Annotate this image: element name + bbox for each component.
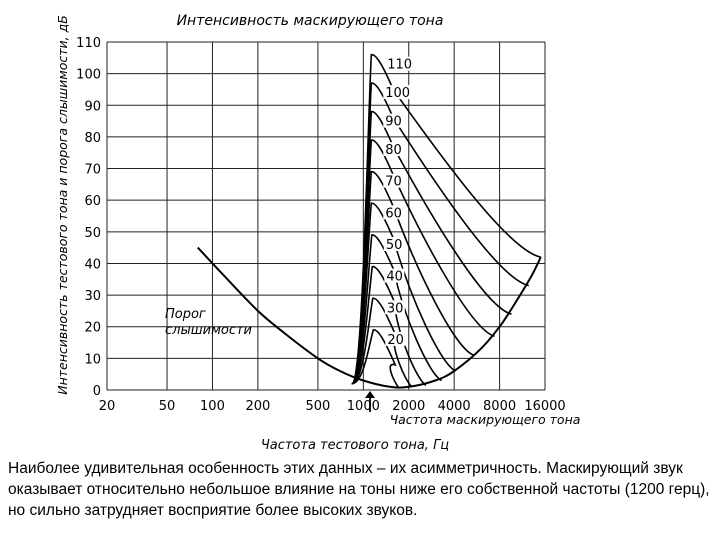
masking-curve-20 [351, 329, 399, 388]
x-tick-label: 4000 [438, 399, 471, 414]
curve-label-bg [385, 56, 414, 71]
curve-label: 50 [386, 238, 403, 253]
curve-label-bg [383, 205, 404, 220]
y-tick-label: 90 [84, 99, 101, 114]
y-tick-label: 0 [93, 384, 101, 399]
masker-frequency-label: Частота маскирующего тона [390, 412, 581, 427]
x-tick-label: 50 [159, 399, 176, 414]
x-tick-label: 1000 [347, 399, 380, 414]
y-axis-label: Интенсивность тестового тона и порога сл… [55, 15, 70, 395]
x-tick-label: 16000 [524, 399, 565, 414]
masking-curve-40 [351, 265, 427, 386]
masking-curve-70 [351, 170, 475, 385]
threshold-curve [197, 246, 542, 389]
y-tick-label: 40 [84, 257, 101, 272]
chart-title: Интенсивность маскирующего тона [177, 13, 444, 29]
x-tick-label: 100 [200, 399, 225, 414]
curve-label-bg [383, 173, 404, 188]
threshold-label-line2: слышимости [165, 323, 252, 338]
y-tick-label: 110 [76, 36, 101, 51]
chart-curves [197, 53, 542, 389]
curve-label: 80 [385, 143, 402, 158]
masking-chart: 0 10 20 30 40 50 60 70 80 90 100 110 20 50 100 200 500 10… [55, 13, 581, 453]
y-tick-label: 10 [84, 352, 101, 367]
masker-arrow [365, 391, 375, 412]
masking-curve-30 [351, 297, 413, 388]
chart-curve-labels: 110 100 90 80 70 60 50 40 30 20 [383, 56, 414, 348]
curve-label-bg [383, 113, 404, 128]
curve-label-bg [384, 300, 405, 315]
chart-ticks: 0 10 20 30 40 50 60 70 80 90 100 110 20 50 100 200 500 10… [76, 36, 566, 414]
curve-label-bg [383, 85, 412, 100]
y-tick-label: 50 [84, 226, 101, 241]
curve-label-bg [385, 331, 406, 346]
y-tick-label: 60 [84, 194, 101, 209]
x-tick-label: 8000 [483, 399, 516, 414]
threshold-label-line1: Порог [165, 307, 206, 322]
masking-curve-60 [351, 202, 457, 385]
curve-label: 60 [385, 206, 402, 221]
curve-label: 70 [385, 175, 402, 190]
masking-curve-100 [351, 82, 529, 385]
y-tick-label: 30 [84, 289, 101, 304]
curve-label: 110 [387, 58, 412, 73]
curve-label-bg [384, 268, 405, 283]
y-tick-label: 70 [84, 163, 101, 178]
y-tick-label: 100 [76, 68, 101, 83]
y-tick-label: 20 [84, 321, 101, 336]
x-tick-label: 200 [245, 399, 270, 414]
y-tick-label: 80 [84, 131, 101, 146]
curve-label: 30 [387, 301, 404, 316]
caption-text: Наиболее удивительная особенность этих д… [8, 460, 710, 519]
curve-label-bg [383, 236, 404, 251]
curve-label: 90 [385, 115, 402, 130]
masking-curve-80 [351, 139, 495, 385]
curve-label-bg [383, 142, 404, 157]
curve-label: 40 [386, 270, 403, 285]
curve-label: 20 [387, 333, 404, 348]
x-tick-label: 2000 [392, 399, 425, 414]
x-axis-label: Частота тестового тона, Гц [261, 438, 449, 453]
x-tick-label: 500 [305, 399, 330, 414]
curve-label: 100 [385, 86, 410, 101]
chart-grid [106, 41, 546, 391]
x-tick-label: 20 [99, 399, 116, 414]
masking-curve-50 [351, 234, 443, 385]
